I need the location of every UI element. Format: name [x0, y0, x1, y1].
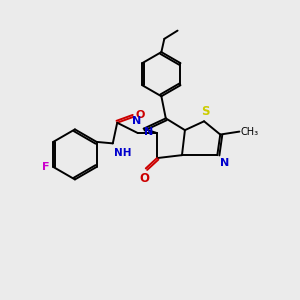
- Text: O: O: [136, 110, 145, 120]
- Text: CH₃: CH₃: [240, 127, 258, 136]
- Text: F: F: [42, 162, 50, 172]
- Text: N: N: [132, 116, 141, 126]
- Text: S: S: [201, 105, 210, 118]
- Text: N: N: [144, 127, 153, 136]
- Text: N: N: [220, 158, 230, 167]
- Text: NH: NH: [114, 148, 132, 158]
- Text: O: O: [139, 172, 149, 185]
